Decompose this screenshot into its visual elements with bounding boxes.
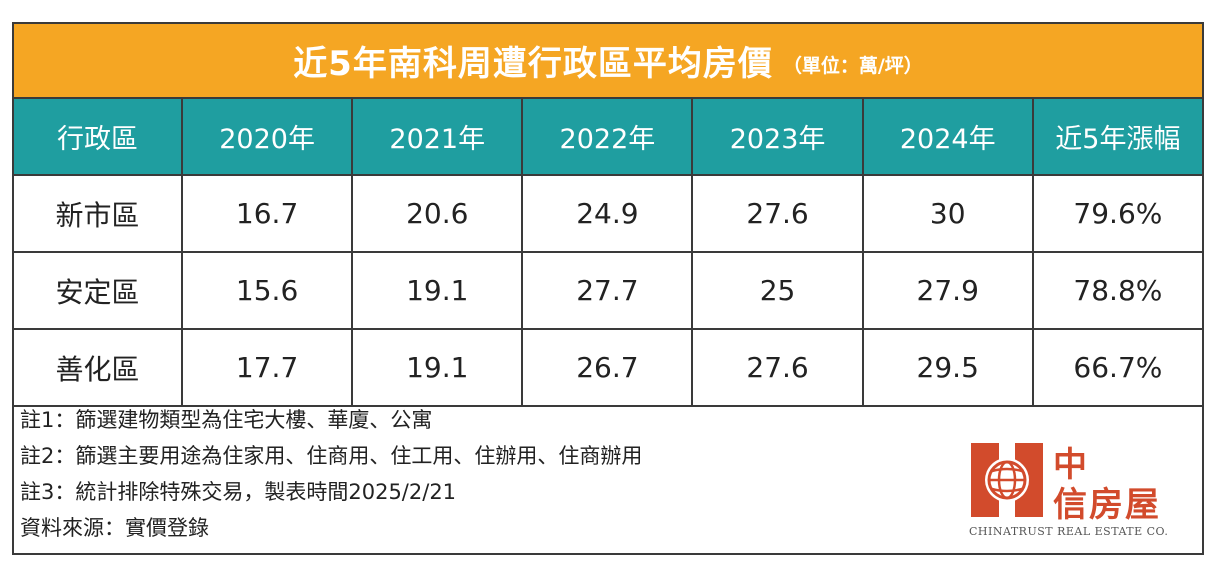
growth-cell: 66.7% [1031,328,1202,407]
company-logo: 中 信房屋 CHINATRUST REAL ESTATE CO. [967,437,1187,547]
note-line: 註1：篩選建物類型為住宅大樓、華廈、公寓 [20,408,433,432]
price-table-card: 近5年南科周遭行政區平均房價 （單位：萬/坪） 行政區 2020年 2021年 … [12,22,1204,555]
price-cell: 27.7 [521,251,694,330]
price-cell: 24.9 [521,174,694,253]
note-line: 註3：統計排除特殊交易，製表時間2025/2/21 [20,480,457,504]
growth-cell: 78.8% [1031,251,1202,330]
header-cell: 2022年 [521,99,694,176]
source-line: 資料來源：實價登錄 [20,516,209,540]
header-cell: 2024年 [861,99,1034,176]
logo-text-line2: 信房屋 [1053,485,1161,525]
price-cell: 19.1 [351,328,524,407]
price-cell: 29.5 [861,328,1034,407]
price-cell: 20.6 [351,174,524,253]
price-table: 行政區 2020年 2021年 2022年 2023年 2024年 近5年漲幅 … [14,99,1202,407]
price-cell: 25 [691,251,864,330]
price-cell: 15.6 [181,251,354,330]
note-line: 註2：篩選主要用途為住家用、住商用、住工用、住辦用、住商辦用 [20,444,643,468]
header-cell: 行政區 [14,99,184,176]
price-cell: 26.7 [521,328,694,407]
price-cell: 19.1 [351,251,524,330]
header-cell: 2023年 [691,99,864,176]
header-cell: 2020年 [181,99,354,176]
title-bar: 近5年南科周遭行政區平均房價 （單位：萬/坪） [14,24,1202,99]
price-cell: 16.7 [181,174,354,253]
price-cell: 30 [861,174,1034,253]
price-cell: 27.6 [691,328,864,407]
table-row: 新市區 16.7 20.6 24.9 27.6 30 79.6% [14,174,1202,253]
district-cell: 新市區 [14,174,184,253]
district-cell: 安定區 [14,251,184,330]
globe-logo-icon [971,443,1043,517]
header-cell: 近5年漲幅 [1031,99,1202,176]
price-cell: 27.6 [691,174,864,253]
price-cell: 17.7 [181,328,354,407]
price-cell: 27.9 [861,251,1034,330]
district-cell: 善化區 [14,328,184,407]
table-row: 安定區 15.6 19.1 27.7 25 27.9 78.8% [14,251,1202,330]
notes-block: 註1：篩選建物類型為住宅大樓、華廈、公寓 註2：篩選主要用途為住家用、住商用、住… [20,402,920,546]
header-cell: 2021年 [351,99,524,176]
table-row: 善化區 17.7 19.1 26.7 27.6 29.5 66.7% [14,328,1202,407]
chart-title: 近5年南科周遭行政區平均房價 [293,44,773,84]
unit-label: （單位：萬/坪） [782,55,923,77]
header-row: 行政區 2020年 2021年 2022年 2023年 2024年 近5年漲幅 [14,99,1202,176]
growth-cell: 79.6% [1031,174,1202,253]
logo-text-line1: 中 [1053,445,1087,485]
logo-english-text: CHINATRUST REAL ESTATE CO. [969,525,1169,538]
